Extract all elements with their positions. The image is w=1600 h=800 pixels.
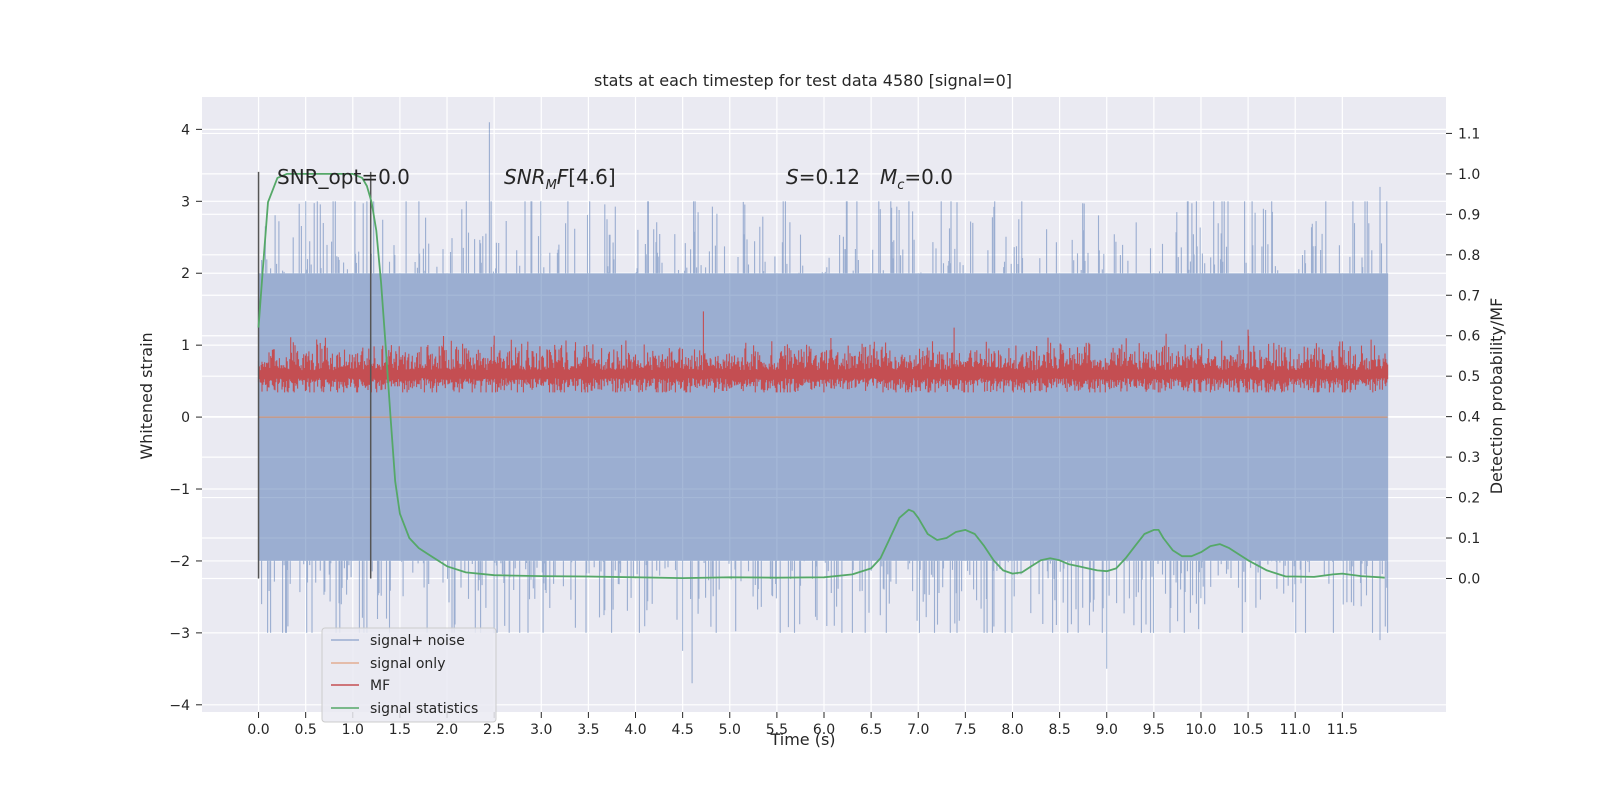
y-tick-label-left: −3	[169, 626, 190, 642]
y-tick-label-left: 2	[181, 266, 190, 282]
legend-label-signal-only: signal only	[370, 656, 445, 672]
x-tick-label: 6.0	[813, 722, 835, 738]
y-axis-label-left: Whitened strain	[137, 332, 156, 459]
x-tick-label: 7.5	[954, 722, 976, 738]
y-tick-label-right: 1.0	[1458, 167, 1480, 183]
x-tick-label: 2.5	[483, 722, 505, 738]
legend-label-noise: signal+ noise	[370, 633, 465, 649]
y-tick-label-left: 1	[181, 338, 190, 354]
x-tick-label: 10.5	[1233, 722, 1264, 738]
y-tick-label-right: 0.1	[1458, 531, 1480, 547]
annotation-mc: Mc=0.0	[880, 165, 953, 193]
x-tick-label: 8.5	[1048, 722, 1070, 738]
legend-box	[321, 627, 497, 723]
y-tick-label-right: 0.6	[1458, 329, 1480, 345]
x-tick-label: 11.5	[1327, 722, 1358, 738]
annotation-mc-value: =0.0	[904, 165, 953, 189]
y-tick-label-left: −1	[169, 482, 190, 498]
annotation-snr-mf-value: [4.6]	[568, 165, 615, 189]
annotation-snr-mf: SNRMF[4.6]	[504, 165, 616, 193]
y-tick-label-right: 1.1	[1458, 126, 1480, 142]
x-tick-label: 5.0	[719, 722, 741, 738]
y-tick-label-left: −4	[169, 698, 190, 714]
annotation-s: S=0.12	[786, 165, 860, 189]
annotation-snr-opt: SNR_opt=0.0	[277, 165, 410, 189]
y-tick-label-left: 0	[181, 410, 190, 426]
y-tick-label-right: 0.3	[1458, 450, 1480, 466]
x-tick-label: 4.0	[624, 722, 646, 738]
x-tick-label: 7.0	[907, 722, 929, 738]
chart-title: stats at each timestep for test data 458…	[594, 71, 1012, 90]
legend-label-mf: MF	[370, 678, 390, 694]
y-tick-label-right: 0.9	[1458, 207, 1480, 223]
y-tick-label-left: 4	[181, 122, 190, 138]
series-signal-statistics	[257, 173, 1385, 579]
x-tick-label: 1.5	[389, 722, 411, 738]
x-tick-label: 0.0	[247, 722, 269, 738]
x-tick-label: 8.0	[1001, 722, 1023, 738]
y-tick-label-left: 3	[181, 194, 190, 210]
x-tick-label: 5.5	[766, 722, 788, 738]
x-tick-label: 9.5	[1143, 722, 1165, 738]
y-tick-label-right: 0.2	[1458, 491, 1480, 507]
legend: signal+ noise signal only MF signal stat…	[321, 627, 497, 723]
x-tick-label: 1.0	[342, 722, 364, 738]
annotation-s-value: =0.12	[799, 165, 860, 189]
y-axis-label-right: Detection probability/MF	[1487, 298, 1506, 495]
x-tick-label: 10.0	[1185, 722, 1216, 738]
legend-label-stats: signal statistics	[370, 701, 478, 717]
signal-statistics-trace	[257, 173, 1385, 579]
x-tick-label: 2.0	[436, 722, 458, 738]
x-tick-label: 4.5	[672, 722, 694, 738]
y-tick-label-right: 0.4	[1458, 410, 1480, 426]
y-tick-label-right: 0.0	[1458, 571, 1480, 587]
x-tick-label: 6.5	[860, 722, 882, 738]
y-tick-label-right: 0.5	[1458, 369, 1480, 385]
x-tick-label: 11.0	[1280, 722, 1311, 738]
x-axis-label: Time (s)	[769, 730, 835, 749]
x-tick-label: 0.5	[295, 722, 317, 738]
x-tick-label: 3.5	[577, 722, 599, 738]
y-tick-label-left: −2	[169, 554, 190, 570]
vertical-markers	[257, 171, 372, 579]
x-tick-label: 3.0	[530, 722, 552, 738]
y-tick-label-right: 0.7	[1458, 288, 1480, 304]
x-tick-label: 9.0	[1096, 722, 1118, 738]
y-tick-label-right: 0.8	[1458, 248, 1480, 264]
axes: 0.0 0.5 1.0 1.5 2.0 2.5 3.0 3.5 4.0 4.5 5.0 5.5 6.0 6…	[169, 122, 1480, 738]
